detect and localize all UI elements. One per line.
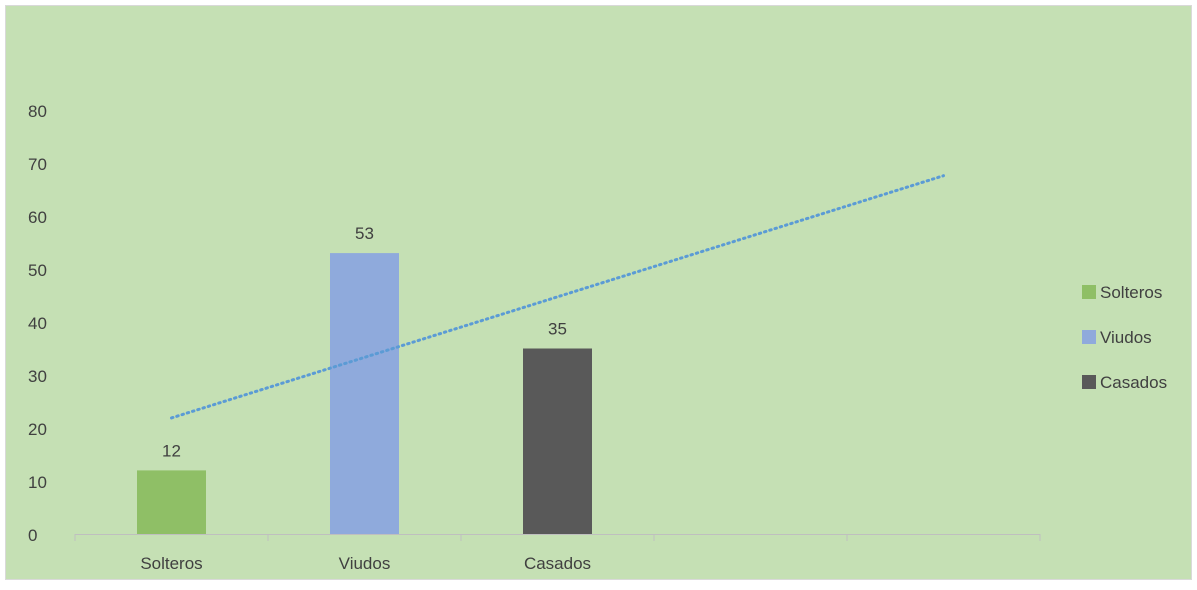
legend-label-viudos: Viudos (1100, 328, 1152, 347)
y-tick-label-50: 50 (28, 261, 47, 280)
data-label-solteros: 12 (162, 441, 181, 460)
y-tick-label-10: 10 (28, 473, 47, 492)
data-label-casados: 35 (548, 320, 567, 339)
y-tick-label-0: 0 (28, 526, 37, 545)
x-tick-label-solteros: Solteros (140, 554, 202, 573)
trendline (170, 174, 945, 420)
y-tick-label-20: 20 (28, 420, 47, 439)
legend-label-casados: Casados (1100, 373, 1167, 392)
legend-swatch-solteros (1082, 285, 1096, 299)
legend-swatch-viudos (1082, 330, 1096, 344)
y-tick-label-70: 70 (28, 155, 47, 174)
x-tick-label-casados: Casados (524, 554, 591, 573)
y-tick-label-30: 30 (28, 367, 47, 386)
bar-solteros (137, 470, 206, 534)
data-label-viudos: 53 (355, 224, 374, 243)
y-tick-label-40: 40 (28, 314, 47, 333)
legend-label-solteros: Solteros (1100, 283, 1162, 302)
bar-viudos (330, 253, 399, 534)
bar-casados (523, 348, 592, 534)
y-tick-label-60: 60 (28, 208, 47, 227)
x-tick-label-viudos: Viudos (339, 554, 391, 573)
y-tick-label-80: 80 (28, 102, 47, 121)
legend-swatch-casados (1082, 375, 1096, 389)
